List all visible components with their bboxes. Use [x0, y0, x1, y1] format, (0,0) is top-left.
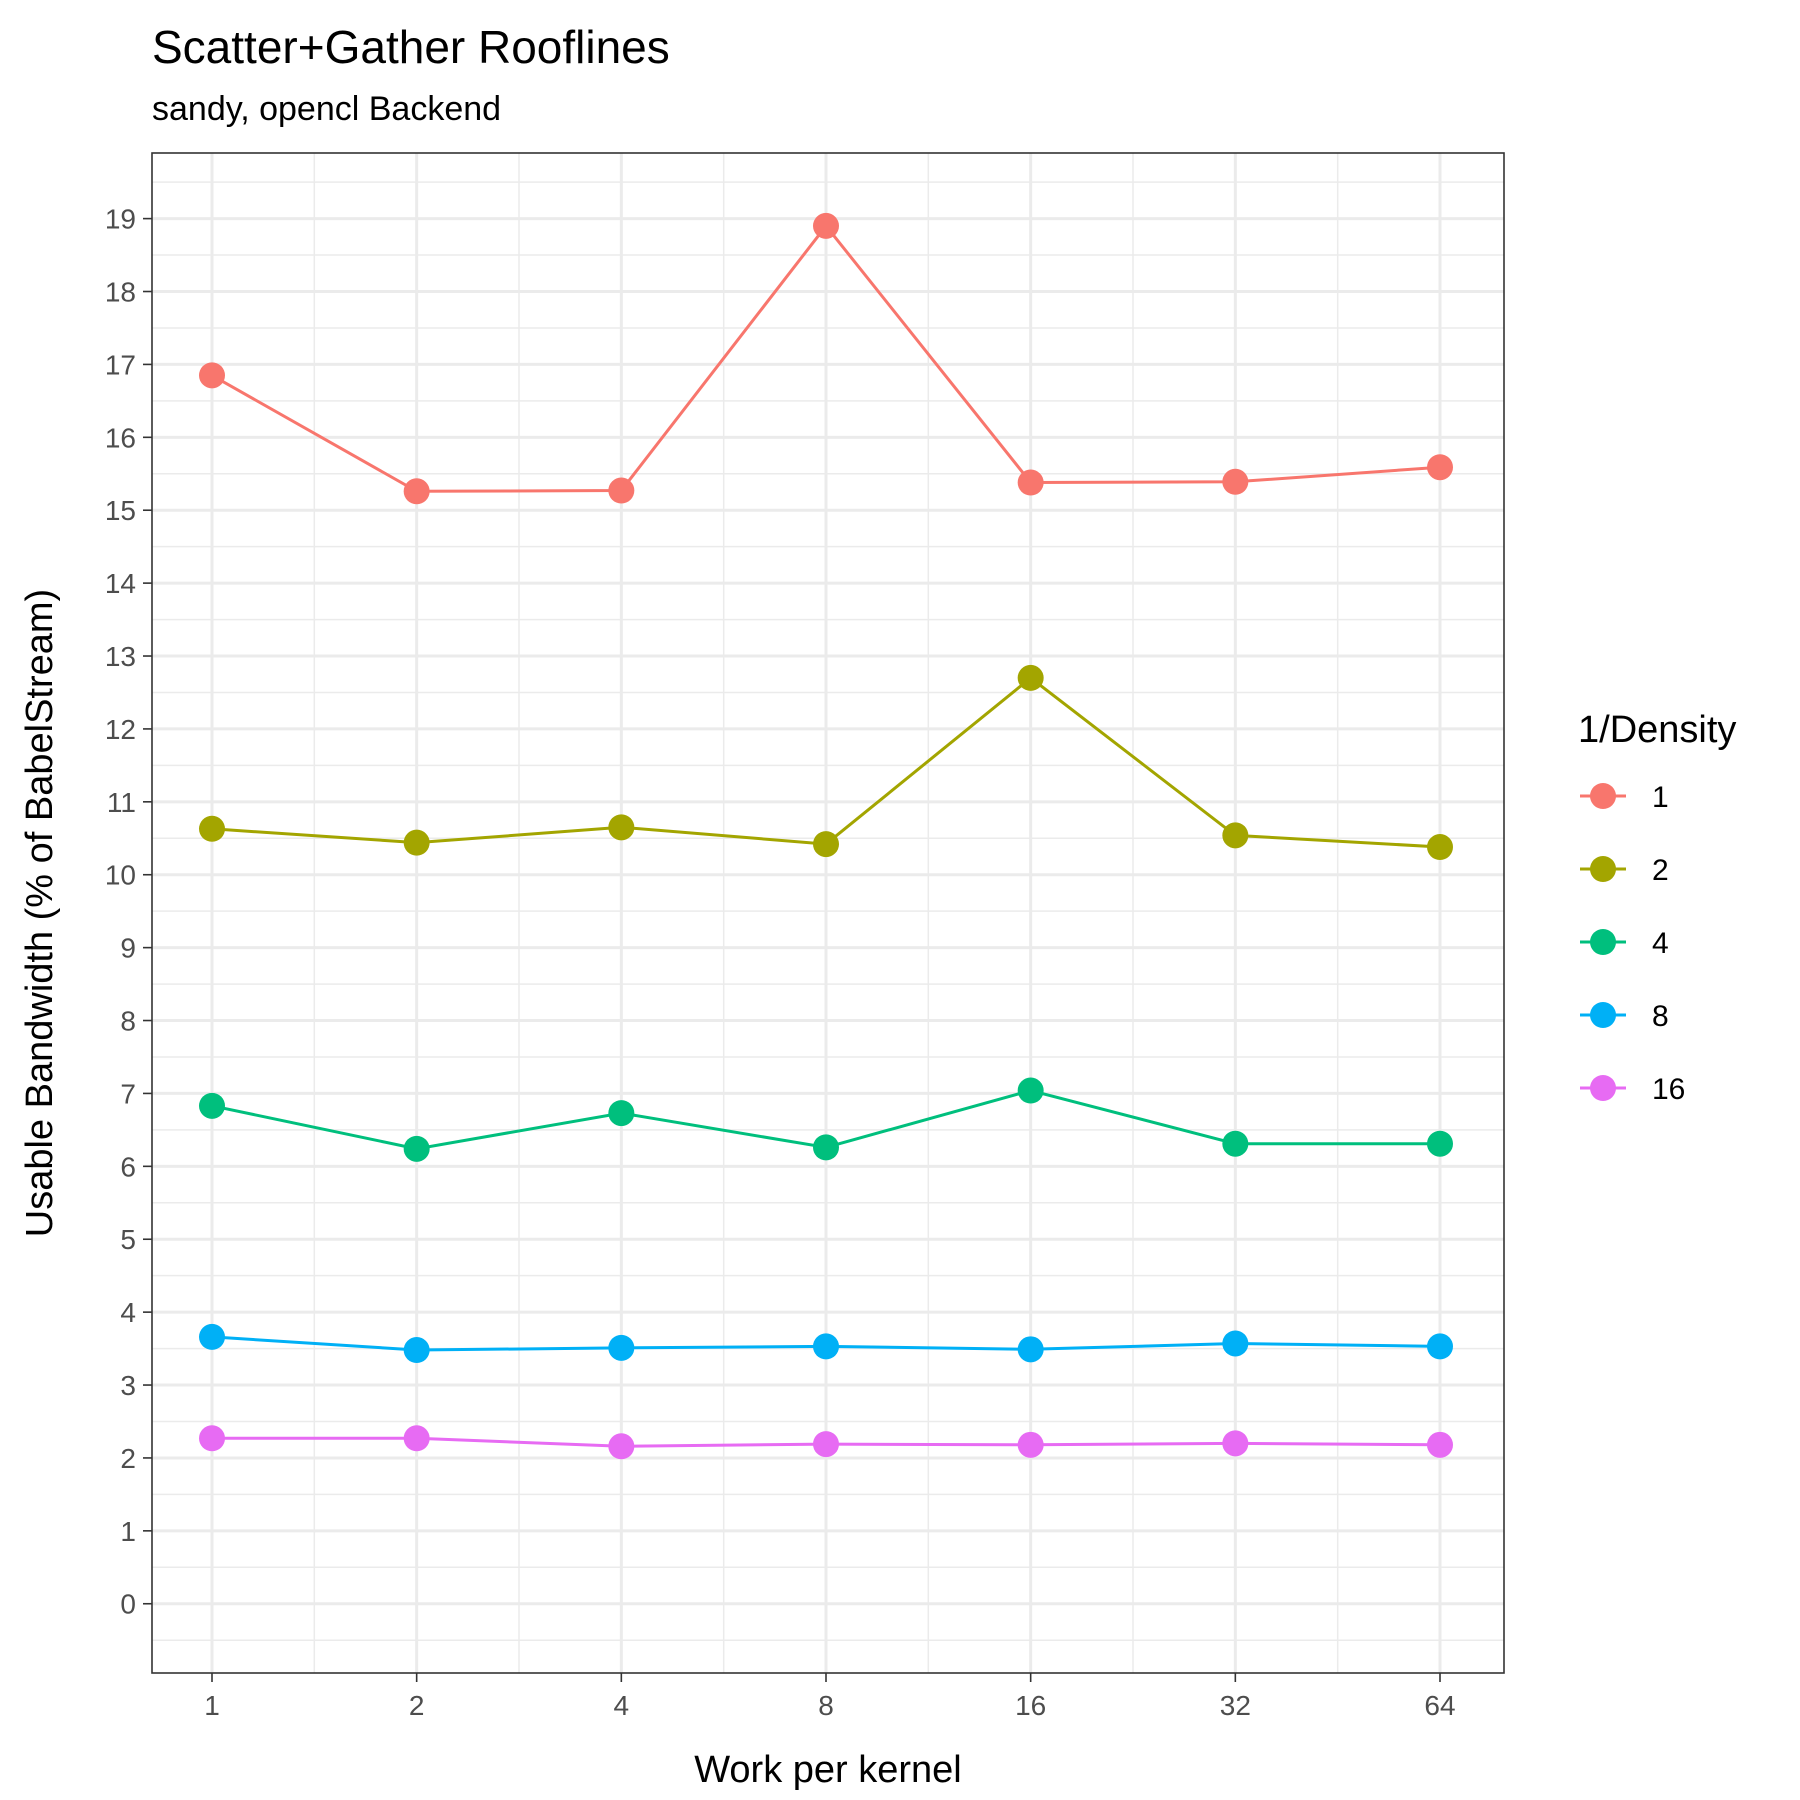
data-point-4-x1	[199, 1092, 225, 1119]
y-tick-label: 2	[120, 1443, 136, 1474]
data-point-2-x1	[199, 815, 225, 842]
plot-panel-border	[151, 152, 1505, 1674]
y-tick-label: 11	[107, 787, 136, 818]
data-point-4-x8	[813, 1134, 839, 1161]
legend-item-4: 4	[1580, 927, 1669, 960]
x-axis-title: Work per kernel	[694, 1749, 962, 1791]
series-4	[199, 1077, 1453, 1162]
data-point-2-x32	[1222, 822, 1249, 849]
data-point-4-x2	[403, 1135, 430, 1162]
y-tick-label: 13	[105, 641, 136, 672]
x-tick-label: 2	[409, 1690, 425, 1721]
y-tick-label: 16	[105, 422, 136, 453]
x-tick-label: 4	[614, 1690, 630, 1721]
legend-item-16: 16	[1580, 1073, 1685, 1106]
y-tick-label: 10	[105, 860, 136, 891]
data-point-1-x8	[813, 212, 839, 239]
data-point-16-x64	[1427, 1431, 1453, 1458]
data-point-8-x1	[199, 1323, 225, 1350]
y-tick-label: 6	[120, 1151, 136, 1182]
y-tick-label: 9	[120, 933, 136, 964]
legend-key-point	[1590, 1075, 1616, 1101]
y-tick-label: 12	[105, 714, 136, 745]
y-axis-title: Usable Bandwidth (% of BabelStream)	[19, 589, 61, 1237]
y-tick-label: 17	[105, 349, 136, 380]
data-point-1-x64	[1427, 454, 1453, 481]
y-tick-label: 1	[120, 1516, 136, 1547]
x-tick-label: 64	[1424, 1690, 1455, 1721]
data-point-16-x1	[199, 1425, 225, 1452]
series-8	[199, 1323, 1453, 1364]
y-tick-label: 5	[120, 1224, 136, 1255]
data-point-16-x8	[813, 1431, 839, 1458]
series-layer	[199, 212, 1453, 1460]
chart-subtitle: sandy, opencl Backend	[152, 90, 501, 128]
data-point-8-x32	[1222, 1330, 1249, 1357]
data-point-1-x2	[403, 478, 430, 505]
data-point-16-x16	[1017, 1431, 1044, 1458]
data-point-2-x8	[813, 831, 839, 858]
data-point-4-x16	[1017, 1077, 1044, 1104]
y-tick-label: 15	[105, 495, 136, 526]
legend-key-point	[1590, 1002, 1616, 1028]
data-point-1-x4	[608, 477, 635, 504]
grid	[152, 153, 1504, 1673]
legend-item-1: 1	[1580, 781, 1669, 814]
data-point-16-x2	[403, 1425, 430, 1452]
legend-key-point	[1590, 856, 1616, 882]
chart-title: Scatter+Gather Rooflines	[152, 21, 670, 73]
data-point-4-x64	[1427, 1130, 1453, 1157]
data-point-8-x16	[1017, 1336, 1044, 1363]
legend-label: 1	[1652, 781, 1669, 814]
data-point-16-x32	[1222, 1430, 1249, 1457]
data-point-1-x32	[1222, 468, 1249, 495]
legend-label: 2	[1652, 854, 1669, 887]
data-point-8-x4	[608, 1334, 635, 1361]
plot-background	[152, 153, 1504, 1673]
legend-key-point	[1590, 929, 1616, 955]
data-point-1-x1	[199, 362, 225, 389]
data-point-2-x16	[1017, 664, 1044, 691]
data-point-8-x2	[403, 1337, 430, 1364]
legend-item-8: 8	[1580, 1000, 1669, 1033]
data-point-2-x4	[608, 814, 635, 841]
y-tick-label: 0	[120, 1589, 136, 1620]
y-tick-label: 14	[105, 568, 136, 599]
series-16	[199, 1425, 1453, 1460]
data-point-4-x4	[608, 1100, 635, 1127]
series-2	[199, 664, 1453, 861]
legend-item-2: 2	[1580, 854, 1669, 887]
x-tick-label: 1	[204, 1690, 220, 1721]
x-tick-label: 16	[1015, 1690, 1046, 1721]
legend-title: 1/Density	[1578, 709, 1736, 751]
y-tick-label: 19	[105, 204, 136, 235]
series-1	[199, 212, 1453, 505]
data-point-1-x16	[1017, 469, 1044, 496]
y-tick-label: 18	[105, 277, 136, 308]
y-tick-label: 8	[120, 1006, 136, 1037]
y-tick-label: 3	[120, 1370, 136, 1401]
data-point-8-x64	[1427, 1333, 1453, 1360]
legend: 1/Density 1 2 4 8 16	[1578, 709, 1736, 1106]
data-point-16-x4	[608, 1433, 635, 1460]
y-tick-label: 4	[120, 1297, 136, 1328]
legend-label: 4	[1652, 927, 1669, 960]
data-point-8-x8	[813, 1333, 839, 1360]
x-tick-label: 8	[818, 1690, 834, 1721]
legend-label: 16	[1652, 1073, 1685, 1106]
x-tick-label: 32	[1220, 1690, 1251, 1721]
y-tick-label: 7	[120, 1078, 136, 1109]
data-point-4-x32	[1222, 1130, 1249, 1157]
data-point-2-x64	[1427, 834, 1453, 861]
data-point-2-x2	[403, 829, 430, 856]
legend-key-point	[1590, 783, 1616, 809]
legend-label: 8	[1652, 1000, 1669, 1033]
